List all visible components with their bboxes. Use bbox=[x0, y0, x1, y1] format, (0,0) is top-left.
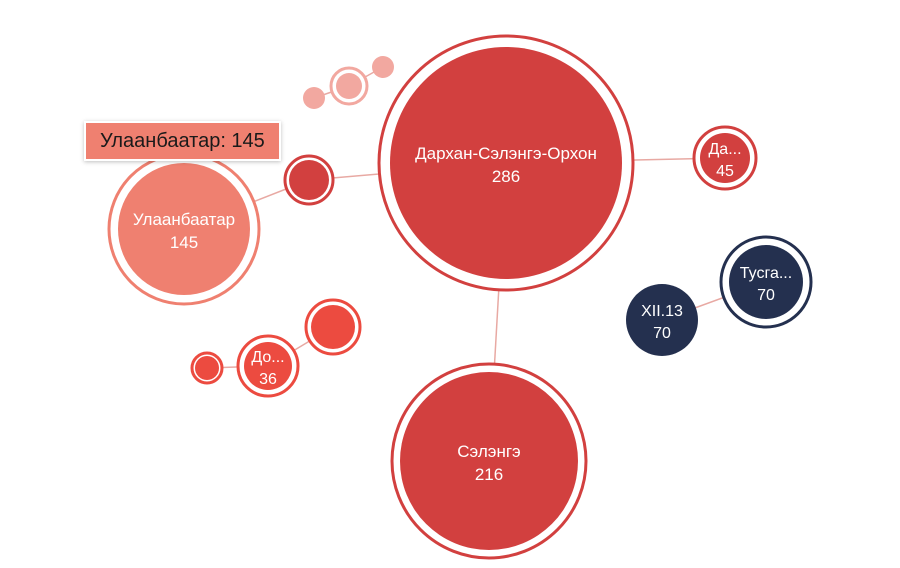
bubble-label-ulaanbaatar: Улаанбаатар bbox=[133, 210, 235, 229]
bubble-dso[interactable]: Дархан-Сэлэнгэ-Орхон 286 bbox=[377, 34, 635, 292]
bubble-value-xii13: 70 bbox=[653, 325, 671, 342]
bubble-circle-small-2[interactable] bbox=[311, 305, 355, 349]
bubble-small-1[interactable] bbox=[283, 154, 335, 206]
bubble-xii13[interactable]: XII.13 70 bbox=[626, 284, 698, 356]
bubble-label-xii13: XII.13 bbox=[641, 303, 683, 320]
bubble-label-selenge: Сэлэнгэ bbox=[457, 442, 520, 461]
bubble-circle-dso[interactable] bbox=[390, 47, 622, 279]
bubble-circle-small-6[interactable] bbox=[372, 56, 394, 78]
bubble-value-tusgal: 70 bbox=[757, 287, 775, 304]
nodes-layer: Дархан-Сэлэнгэ-Орхон 286 Сэлэнгэ 216 Улаанба… bbox=[107, 34, 813, 560]
bubble-circle-ulaanbaatar[interactable] bbox=[118, 163, 250, 295]
bubble-selenge[interactable]: Сэлэнгэ 216 bbox=[390, 362, 588, 560]
bubble-label-do: До... bbox=[251, 349, 284, 366]
bubble-circle-tusgal[interactable] bbox=[729, 245, 803, 319]
bubble-circle-do[interactable] bbox=[244, 342, 292, 390]
bubble-value-darkhan: 45 bbox=[716, 163, 734, 180]
bubble-label-darkhan: Да... bbox=[708, 141, 741, 158]
bubble-circle-darkhan[interactable] bbox=[700, 133, 750, 183]
bubble-circle-small-4[interactable] bbox=[303, 87, 325, 109]
bubble-circle-xii13[interactable] bbox=[626, 284, 698, 356]
bubble-circle-small-5[interactable] bbox=[336, 73, 362, 99]
bubble-small-5[interactable] bbox=[329, 66, 369, 106]
bubble-small-3[interactable] bbox=[190, 351, 224, 385]
bubble-small-4[interactable] bbox=[303, 87, 325, 109]
bubble-label-tusgal: Тусга... bbox=[740, 265, 792, 282]
bubble-circle-small-1[interactable] bbox=[289, 160, 329, 200]
tooltip: Улаанбаатар: 145 bbox=[84, 121, 281, 161]
bubble-value-selenge: 216 bbox=[475, 465, 503, 484]
bubble-darkhan[interactable]: Да... 45 bbox=[692, 125, 758, 191]
bubble-do[interactable]: До... 36 bbox=[236, 334, 300, 398]
bubble-value-ulaanbaatar: 145 bbox=[170, 233, 198, 252]
bubble-circle-small-3[interactable] bbox=[195, 356, 219, 380]
bubble-ulaanbaatar[interactable]: Улаанбаатар 145 bbox=[107, 152, 261, 306]
bubble-label-dso: Дархан-Сэлэнгэ-Орхон bbox=[415, 144, 597, 163]
bubble-tusgal[interactable]: Тусга... 70 bbox=[719, 235, 813, 329]
bubble-circle-selenge[interactable] bbox=[400, 372, 578, 550]
bubble-small-2[interactable] bbox=[304, 298, 362, 356]
bubble-value-dso: 286 bbox=[492, 167, 520, 186]
bubble-value-do: 36 bbox=[259, 371, 277, 388]
bubble-small-6[interactable] bbox=[372, 56, 394, 78]
